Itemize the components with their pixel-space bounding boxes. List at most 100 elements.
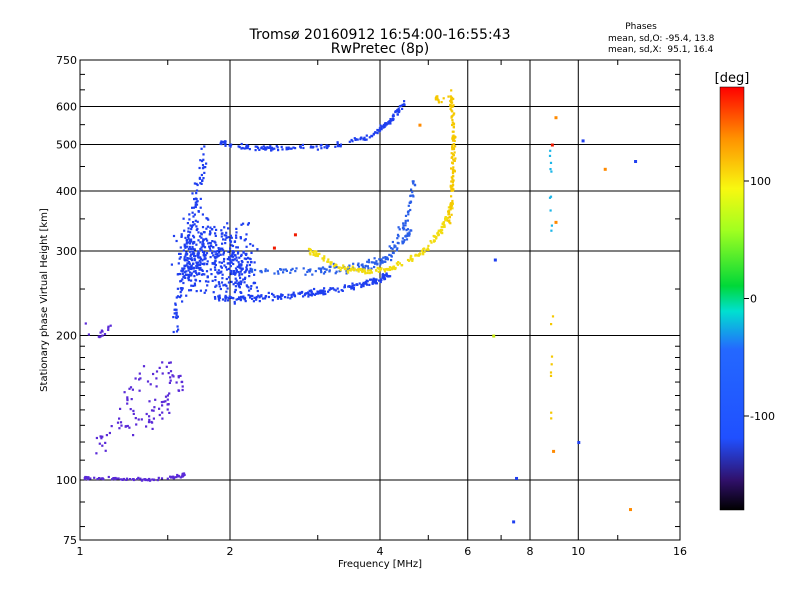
data-point: [145, 425, 148, 428]
data-point: [320, 271, 323, 274]
data-point: [366, 269, 369, 272]
data-point: [185, 242, 188, 245]
data-point: [209, 232, 212, 235]
data-point: [216, 255, 219, 258]
data-point: [271, 292, 274, 295]
data-point: [193, 254, 196, 257]
data-point: [116, 421, 120, 424]
data-point: [309, 268, 312, 271]
data-point: [326, 260, 330, 263]
data-point: [334, 272, 337, 275]
data-point: [308, 248, 312, 251]
data-point: [411, 191, 414, 194]
data-point: [360, 264, 363, 267]
data-point: [452, 122, 456, 125]
data-point: [388, 253, 391, 256]
data-point: [391, 118, 394, 121]
data-point: [392, 267, 395, 270]
data-point: [85, 476, 88, 479]
data-point: [152, 409, 155, 412]
data-point: [179, 287, 182, 290]
data-point: [233, 302, 236, 305]
data-point: [235, 259, 238, 262]
data-point: [328, 265, 331, 268]
data-point: [326, 146, 329, 149]
data-point: [384, 256, 387, 259]
data-point: [449, 185, 452, 188]
data-point: [204, 254, 207, 257]
data-point: [451, 202, 454, 205]
data-point: [406, 210, 410, 214]
data-point: [223, 141, 226, 144]
data-point: [154, 398, 157, 401]
data-point: [365, 138, 368, 141]
data-point: [194, 201, 197, 204]
data-point: [131, 478, 134, 481]
data-point: [188, 289, 191, 292]
data-point: [125, 477, 129, 480]
data-point: [258, 300, 261, 303]
data-point: [371, 282, 374, 285]
data-point: [343, 266, 346, 269]
data-point: [167, 372, 170, 375]
data-point: [242, 251, 245, 254]
data-point: [193, 248, 196, 251]
data-point: [180, 233, 183, 236]
data-point: [231, 296, 234, 300]
data-point: [373, 265, 376, 269]
data-point: [222, 238, 225, 241]
data-point: [343, 285, 346, 288]
data-point: [420, 249, 423, 252]
data-point: [213, 240, 216, 243]
data-point: [179, 246, 182, 249]
data-point: [196, 265, 199, 268]
data-point: [292, 146, 295, 149]
data-point: [235, 279, 238, 282]
data-point: [155, 385, 158, 388]
data-point: [367, 258, 370, 261]
data-point: [262, 147, 265, 150]
data-point: [451, 155, 454, 158]
data-point: [185, 270, 188, 273]
data-point: [434, 98, 437, 101]
data-point: [243, 277, 246, 281]
data-point: [201, 269, 204, 272]
data-point: [313, 253, 316, 256]
data-point: [452, 169, 455, 172]
data-point: [245, 146, 248, 149]
data-point: [201, 164, 205, 167]
data-point: [116, 477, 119, 480]
data-point: [107, 326, 110, 329]
data-point: [136, 478, 139, 481]
data-point: [225, 268, 229, 271]
data-point: [444, 219, 447, 222]
data-point: [450, 176, 453, 179]
data-point: [353, 267, 356, 270]
data-point: [397, 261, 400, 264]
data-point: [202, 158, 205, 161]
data-point: [215, 228, 218, 231]
data-point: [451, 201, 454, 204]
data-point: [450, 89, 453, 92]
data-point: [181, 270, 184, 273]
data-point: [228, 262, 231, 265]
data-point: [368, 283, 371, 286]
data-point: [377, 270, 380, 273]
data-point: [321, 257, 325, 260]
data-point: [297, 292, 300, 295]
data-point: [223, 257, 226, 261]
data-point: [454, 157, 457, 160]
data-point: [233, 240, 236, 243]
data-point: [450, 213, 453, 216]
data-point: [219, 287, 222, 291]
data-point: [237, 261, 240, 264]
data-point: [308, 252, 311, 255]
data-point: [179, 291, 182, 294]
data-point: [315, 145, 318, 148]
data-point: [161, 417, 164, 420]
data-point: [157, 476, 160, 479]
data-point: [335, 266, 338, 269]
data-point: [385, 273, 388, 276]
data-point: [190, 259, 193, 262]
data-point: [259, 295, 262, 298]
